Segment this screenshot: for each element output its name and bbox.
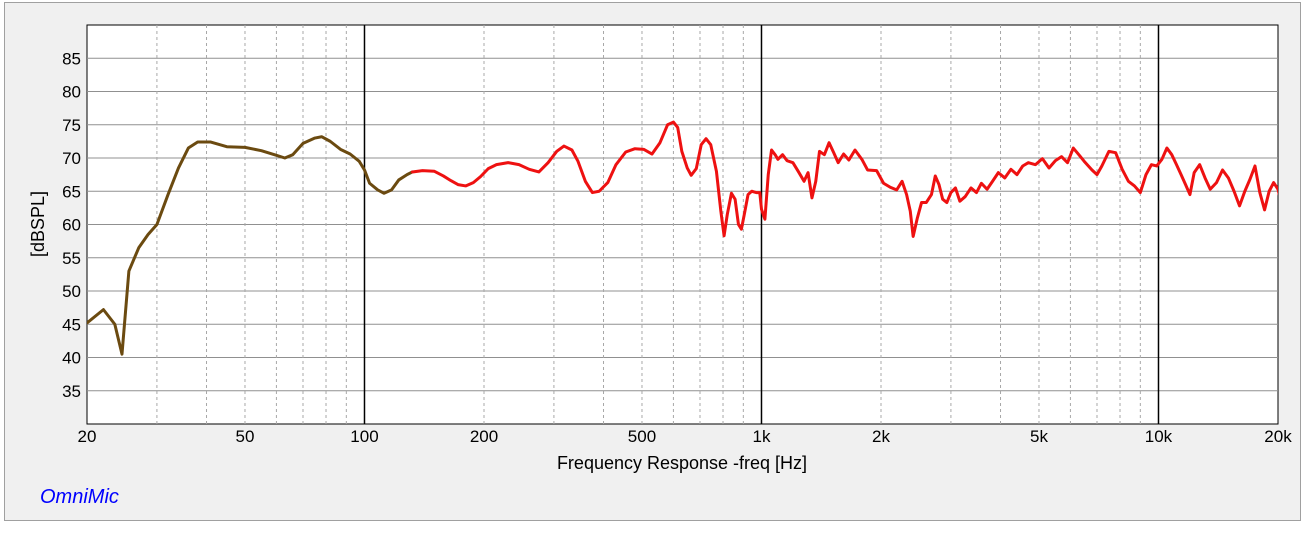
- x-tick-label: 100: [350, 427, 378, 446]
- y-tick-label: 40: [62, 349, 81, 368]
- x-tick-label: 5k: [1030, 427, 1048, 446]
- x-tick-label: 50: [236, 427, 255, 446]
- series-group: [87, 120, 1278, 356]
- x-tick-label: 200: [470, 427, 498, 446]
- grid-lines: [87, 25, 1278, 424]
- x-tick-label: 2k: [872, 427, 890, 446]
- y-tick-label: 80: [62, 83, 81, 102]
- y-tick-label: 50: [62, 282, 81, 301]
- y-tick-label: 45: [62, 315, 81, 334]
- y-axis-label: [dBSPL]: [28, 191, 48, 257]
- x-tick-label: 1k: [753, 427, 771, 446]
- x-tick-label: 20: [78, 427, 97, 446]
- series-line-2: [410, 120, 1278, 238]
- series-line-1: [87, 135, 414, 356]
- y-tick-label: 85: [62, 49, 81, 68]
- y-tick-label: 55: [62, 249, 81, 268]
- omnimic-brand: OmniMic: [40, 486, 119, 508]
- x-tick-labels: 20 50 100 200 500 1k 2k 5k 10k 20k: [78, 427, 1293, 446]
- y-tick-labels: 35 40 45 50 55 60 65 70 75 80 85: [62, 49, 81, 401]
- x-tick-label: 20k: [1264, 427, 1292, 446]
- y-tick-label: 65: [62, 182, 81, 201]
- x-axis-label: Frequency Response -freq [Hz]: [557, 453, 807, 473]
- y-tick-label: 35: [62, 382, 81, 401]
- x-tick-label: 10k: [1145, 427, 1173, 446]
- y-tick-label: 75: [62, 116, 81, 135]
- y-tick-label: 70: [62, 149, 81, 168]
- y-tick-label: 60: [62, 216, 81, 235]
- decade-lines: [363, 25, 1160, 424]
- x-tick-label: 500: [628, 427, 656, 446]
